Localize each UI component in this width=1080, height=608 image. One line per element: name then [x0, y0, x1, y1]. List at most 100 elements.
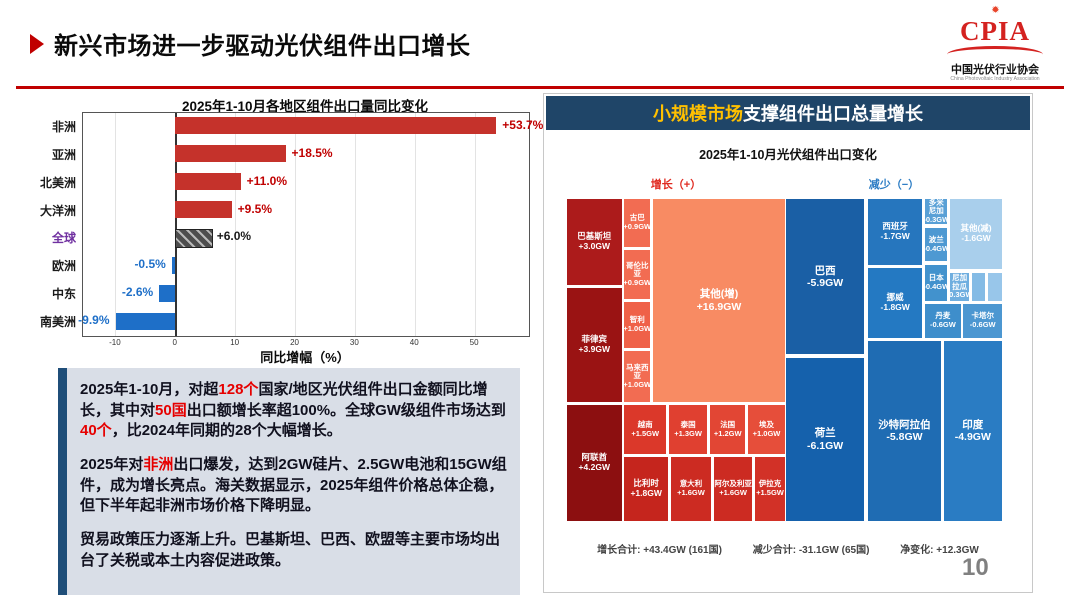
treemap-cell-value: -6.1GW [807, 439, 844, 452]
x-tick-label: 30 [349, 338, 359, 347]
treemap-cell-value: +0.9GW [623, 277, 652, 287]
treemap-cell: 沙特阿拉伯 -5.8GW [867, 339, 942, 522]
text-segment: 国家/地区光伏组件出口金额同比增长，其中对 [80, 381, 488, 419]
notes-paragraph: 贸易政策压力逐渐上升。巴基斯坦、巴西、欧盟等主要市场均出台了关税或本土内容促进政… [80, 530, 508, 571]
treemap-increase-title: 增长（+） [650, 179, 702, 191]
bar [174, 201, 232, 219]
category-label: 亚洲 [51, 147, 76, 162]
treemap-cell: 越南 +1.5GW [623, 404, 667, 455]
treemap-footer: 增长合计: +43.4GW (161国) 减少合计: -31.1GW (65国)… [544, 541, 1032, 556]
logo-org-en: China Photovoltaic Industry Association [950, 76, 1040, 82]
treemap-cell: 多米尼加 -0.3GW [924, 198, 949, 226]
bar-value-label: +53.7% [502, 117, 544, 132]
bar-chart-xlabel: 同比增幅（%） [260, 350, 350, 365]
header-rule [16, 86, 1064, 89]
treemap-cell-value: +16.9GW [696, 300, 742, 313]
x-tick-label: 0 [172, 338, 177, 347]
treemap-cell: 其他(减) -1.6GW [949, 198, 1003, 270]
footer-net-change: 净变化: +12.3GW [900, 545, 979, 556]
treemap-cell-name: 伊拉克 [758, 479, 782, 489]
footer-decline-total: 减少合计: -31.1GW (65国) [752, 545, 870, 556]
treemap-cell [986, 272, 1003, 302]
logo-arc-icon [947, 45, 1043, 63]
treemap-increase: 巴基斯坦 +3.0GW 菲律宾 +3.9GW 阿联酋 +4.2GW 古巴 +0.9GW 哥伦比亚… [566, 198, 786, 522]
bar [174, 173, 241, 191]
treemap-cell-name: 荷兰 [814, 427, 836, 440]
treemap-cell-value: -1.8GW [880, 301, 910, 312]
treemap-cell: 其他(增) +16.9GW [652, 198, 786, 404]
treemap-cell-name: 日本 [928, 273, 944, 283]
treemap-card: 小规模市场 支撑组件出口总量增长 2025年1-10月光伏组件出口变化 增长（+）… [543, 93, 1033, 593]
gridline [115, 113, 117, 336]
treemap-cell: 智利 +1.0GW [623, 301, 652, 349]
bar [174, 228, 213, 248]
treemap-cell-value: +1.6GW [677, 488, 705, 498]
treemap-cell: 日本 -0.4GW [924, 264, 949, 302]
treemap-cell-value: -5.9GW [807, 276, 844, 289]
treemap-cell: 菲律宾 +3.9GW [566, 287, 623, 404]
treemap-title: 2025年1-10月光伏组件出口变化 [699, 148, 877, 162]
treemap-cell-name: 卡塔尔 [971, 311, 994, 321]
gridline [474, 113, 476, 336]
text-segment: 出口爆发，达到2GW硅片、2.5GW电池和15GW组件，成为增长亮点。海关数据显… [80, 456, 507, 515]
treemap-cell: 波兰 -0.4GW [924, 227, 949, 263]
treemap-cell-value: +1.2GW [713, 428, 742, 438]
notes-paragraph: 2025年1-10月，对超128个国家/地区光伏组件出口金额同比增长，其中对50… [80, 380, 508, 442]
logo-text: CPIA [960, 15, 1030, 46]
bar-chart: 2025年1-10月各地区组件出口量同比变化 -10 0 10 20 30 40 50 非洲 +… [40, 95, 543, 365]
banner-rest: 支撑组件出口总量增长 [743, 104, 923, 124]
treemap-cell-name: 沙特阿拉伯 [878, 418, 931, 431]
highlighted-text: 50国 [155, 401, 187, 419]
treemap-cell: 印度 -4.9GW [942, 339, 1003, 522]
treemap-cell: 古巴 +0.9GW [623, 198, 652, 248]
page-title: 新兴市场进一步驱动光伏组件出口增长 [54, 33, 471, 60]
treemap-cell-name: 埃及 [759, 420, 775, 430]
treemap-cell-name: 阿联酋 [581, 452, 608, 463]
treemap-cell-name: 意大利 [679, 479, 703, 489]
highlighted-text: 非洲 [143, 456, 174, 474]
gridline [235, 113, 237, 336]
footer-growth-total: 增长合计: +43.4GW (161国) [597, 545, 722, 556]
treemap-cell-name: 越南 [637, 420, 653, 430]
category-label: 全球 [51, 231, 76, 246]
treemap-cell: 埃及 +1.0GW [747, 404, 786, 455]
treemap-cell-name: 其他(减) [960, 223, 992, 234]
treemap-cell: 哥伦比亚 +0.9GW [623, 249, 652, 300]
treemap-cell: 卡塔尔 -0.6GW [962, 302, 1003, 339]
treemap-cell-value: +1.5GW [631, 428, 660, 438]
treemap-cell: 伊拉克 +1.5GW [754, 456, 786, 522]
treemap-cell: 阿联酋 +4.2GW [566, 404, 623, 522]
treemap-cell-name: 尼加拉瓜 [952, 273, 968, 291]
bar-value-label: -0.5% [134, 257, 166, 272]
page-number: 10 [962, 554, 989, 581]
bar [115, 312, 175, 330]
treemap-cell-value: +0.9GW [623, 221, 652, 231]
treemap-cell-name: 巴西 [814, 264, 836, 277]
treemap-cell-name: 多米尼加 [928, 198, 944, 216]
cpia-logo: ✹ CPIA 中国光伏行业协会 China Photovoltaic Indus… [940, 5, 1050, 83]
treemap-cell [970, 272, 986, 302]
notes-text: 2025年1-10月，对超128个国家/地区光伏组件出口金额同比增长，其中对50… [80, 380, 508, 585]
title-triangle-icon [30, 33, 44, 54]
treemap-cell-value: -0.3GW [949, 290, 969, 300]
bar-value-label: -2.6% [121, 285, 154, 300]
treemap-cell-value: -0.6GW [930, 319, 956, 329]
highlighted-text: 128个 [218, 381, 259, 398]
category-label: 欧洲 [51, 259, 76, 274]
treemap-cell-name: 哥伦比亚 [626, 260, 649, 279]
treemap-cell-name: 智利 [629, 315, 645, 325]
treemap-cell-value: +1.3GW [674, 428, 702, 438]
treemap-cell: 荷兰 -6.1GW [785, 357, 866, 522]
treemap-cell-name: 波兰 [928, 235, 944, 245]
treemap-decrease-title: 减少（−） [868, 179, 920, 191]
bar-value-label: +9.5% [237, 201, 273, 216]
bar [171, 256, 175, 274]
x-tick-label: -10 [109, 338, 121, 347]
text-segment: 出口额增长率超100%。全球GW级组件市场达到 [186, 401, 506, 419]
treemap-cell-name: 菲律宾 [581, 334, 608, 345]
treemap-cell-name: 巴基斯坦 [577, 231, 612, 242]
bar-value-label: +18.5% [291, 145, 333, 160]
treemap-cell-name: 泰国 [680, 420, 696, 430]
bar-chart-plot [82, 112, 530, 337]
treemap-cell-name: 比利时 [633, 478, 659, 489]
